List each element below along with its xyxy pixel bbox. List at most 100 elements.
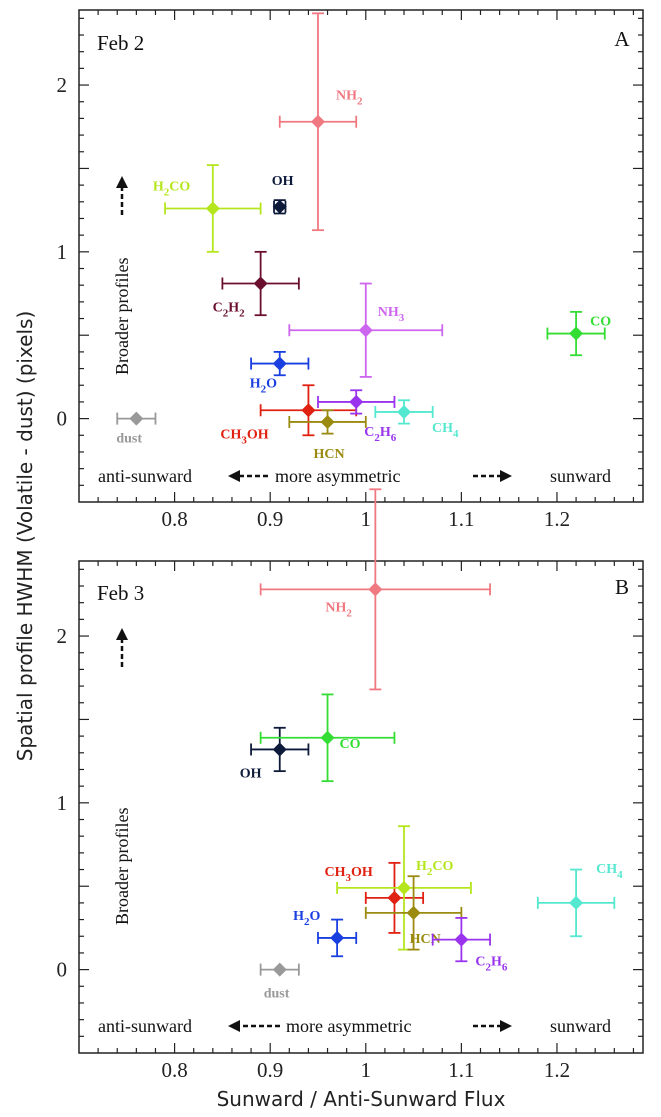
molecule-label: H2CO: [153, 179, 191, 198]
panel-a-date: Feb 2: [97, 31, 144, 55]
panel-a-marks: NH2 H2CO OH C2H2 NH3 CO H2O dust CH3OH HCN C2H6 CH4: [116, 12, 611, 462]
panel-a-left-arrow: [228, 470, 268, 482]
molecule-label: CH3OH: [220, 427, 268, 446]
molecule-label: HCN: [314, 447, 345, 462]
molecule-label: dust: [116, 432, 142, 447]
point-h2co: H2CO: [336, 825, 472, 951]
diamond-marker: [301, 403, 316, 418]
diamond-marker: [349, 394, 364, 409]
x-tick-label: 1.2: [544, 507, 570, 531]
point-co: CO: [546, 310, 611, 357]
molecule-label: H2O: [250, 377, 277, 396]
point-h2o: H2O: [293, 909, 358, 958]
panel-b-up-arrow: [116, 628, 128, 667]
x-tick-label: 0.8: [161, 1058, 187, 1082]
panel-b-broader-profiles: Broader profiles: [112, 808, 132, 925]
diamond-marker: [330, 930, 345, 945]
molecule-label: NH2: [325, 600, 352, 619]
molecule-label: CH3OH: [324, 865, 372, 884]
diamond-marker: [310, 114, 325, 129]
point-nh2: NH2: [278, 12, 363, 232]
molecule-label: CH4: [596, 862, 623, 881]
point-c2h6: C2H6: [431, 917, 508, 974]
point-ch3oh: CH3OH: [220, 384, 358, 446]
diamond-marker: [272, 742, 287, 757]
diamond-marker: [397, 880, 412, 895]
panel-b-date: Feb 3: [97, 581, 144, 605]
diamond-marker: [320, 730, 335, 745]
diamond-marker: [272, 199, 287, 214]
point-nh3: NH3: [288, 282, 444, 378]
point-co: CO: [259, 693, 396, 783]
molecule-label: H2CO: [416, 859, 454, 878]
y-tick-label: 2: [57, 624, 68, 648]
panel-b-left-arrow: [228, 1020, 280, 1032]
panel-b-sunward: sunward: [550, 1016, 611, 1036]
point-oh: OH: [240, 726, 310, 781]
point-hcn: HCN: [288, 409, 367, 462]
molecule-label: OH: [240, 766, 262, 781]
y-tick-label: 2: [57, 73, 68, 97]
y-tick-label: 0: [57, 958, 68, 982]
molecule-label: CO: [340, 737, 361, 752]
point-dust: dust: [116, 411, 157, 447]
y-tick-label: 1: [57, 791, 68, 815]
diamond-marker: [129, 411, 144, 426]
diamond-marker: [368, 582, 383, 597]
panel-a-frame: [78, 9, 644, 503]
diamond-marker: [320, 414, 335, 429]
molecule-label: CO: [590, 315, 611, 330]
panel-a-more-asymmetric: more asymmetric: [275, 466, 400, 486]
x-tick-label: 0.8: [161, 507, 187, 531]
x-tick-label: 0.9: [257, 507, 283, 531]
molecule-label: CH4: [432, 421, 459, 440]
panel-a-sunward: sunward: [550, 466, 611, 486]
molecule-label: C2H6: [475, 955, 508, 974]
diamond-marker: [253, 276, 268, 291]
x-tick-label: 1.2: [544, 1058, 570, 1082]
panel-b-anti-sunward: anti-sunward: [98, 1016, 192, 1036]
x-tick-label: 1: [361, 507, 372, 531]
diamond-marker: [205, 201, 220, 216]
panel-a-broader-profiles: Broader profiles: [112, 258, 132, 375]
point-dust: dust: [259, 962, 300, 1002]
point-c2h6: C2H6: [317, 389, 397, 444]
panel-a-up-arrow: [116, 176, 128, 215]
y-tick-label: 1: [57, 240, 68, 264]
point-oh: OH: [272, 174, 294, 215]
panel-b-letter: B: [615, 575, 629, 599]
y-axis-title: Spatial profile HWHM (Volatile - dust) (…: [13, 311, 37, 762]
diamond-marker: [569, 895, 584, 910]
point-h2o: H2O: [250, 350, 310, 396]
diamond-marker: [406, 905, 421, 920]
panel-b-right-arrow: [473, 1020, 512, 1032]
molecule-label: C2H2: [213, 301, 246, 320]
point-c2h2: C2H2: [213, 250, 300, 320]
diamond-marker: [569, 326, 584, 341]
molecule-label: C2H6: [364, 425, 397, 444]
panel-a-anti-sunward: anti-sunward: [98, 466, 192, 486]
diamond-marker: [454, 932, 469, 947]
panel-b-frame: [78, 560, 644, 1054]
diamond-marker: [397, 404, 412, 419]
molecule-label: OH: [272, 174, 294, 189]
point-nh2: NH2: [259, 488, 491, 691]
diamond-marker: [272, 356, 287, 371]
molecule-label: NH2: [336, 89, 363, 108]
y-tick-label: 0: [57, 407, 68, 431]
diamond-marker: [358, 323, 373, 338]
point-ch4: CH4: [374, 399, 459, 440]
panel-a-letter: A: [614, 27, 630, 51]
panel-b-more-asymmetric: more asymmetric: [286, 1016, 411, 1036]
x-tick-label: 1.1: [448, 507, 474, 531]
point-h2co: H2CO: [153, 164, 262, 253]
molecule-label: dust: [264, 987, 290, 1002]
diamond-marker: [272, 962, 287, 977]
panel-b-ticks: 0.8 0.9 1 1.1 1.2 0 1 2: [57, 561, 643, 1082]
x-axis-title: Sunward / Anti-Sunward Flux: [217, 1087, 506, 1111]
x-tick-label: 0.9: [257, 1058, 283, 1082]
panel-a-ticks: 0.8 0.9 1 1.1 1.2 0 1 2: [57, 10, 643, 531]
point-ch3oh: CH3OH: [324, 861, 425, 934]
